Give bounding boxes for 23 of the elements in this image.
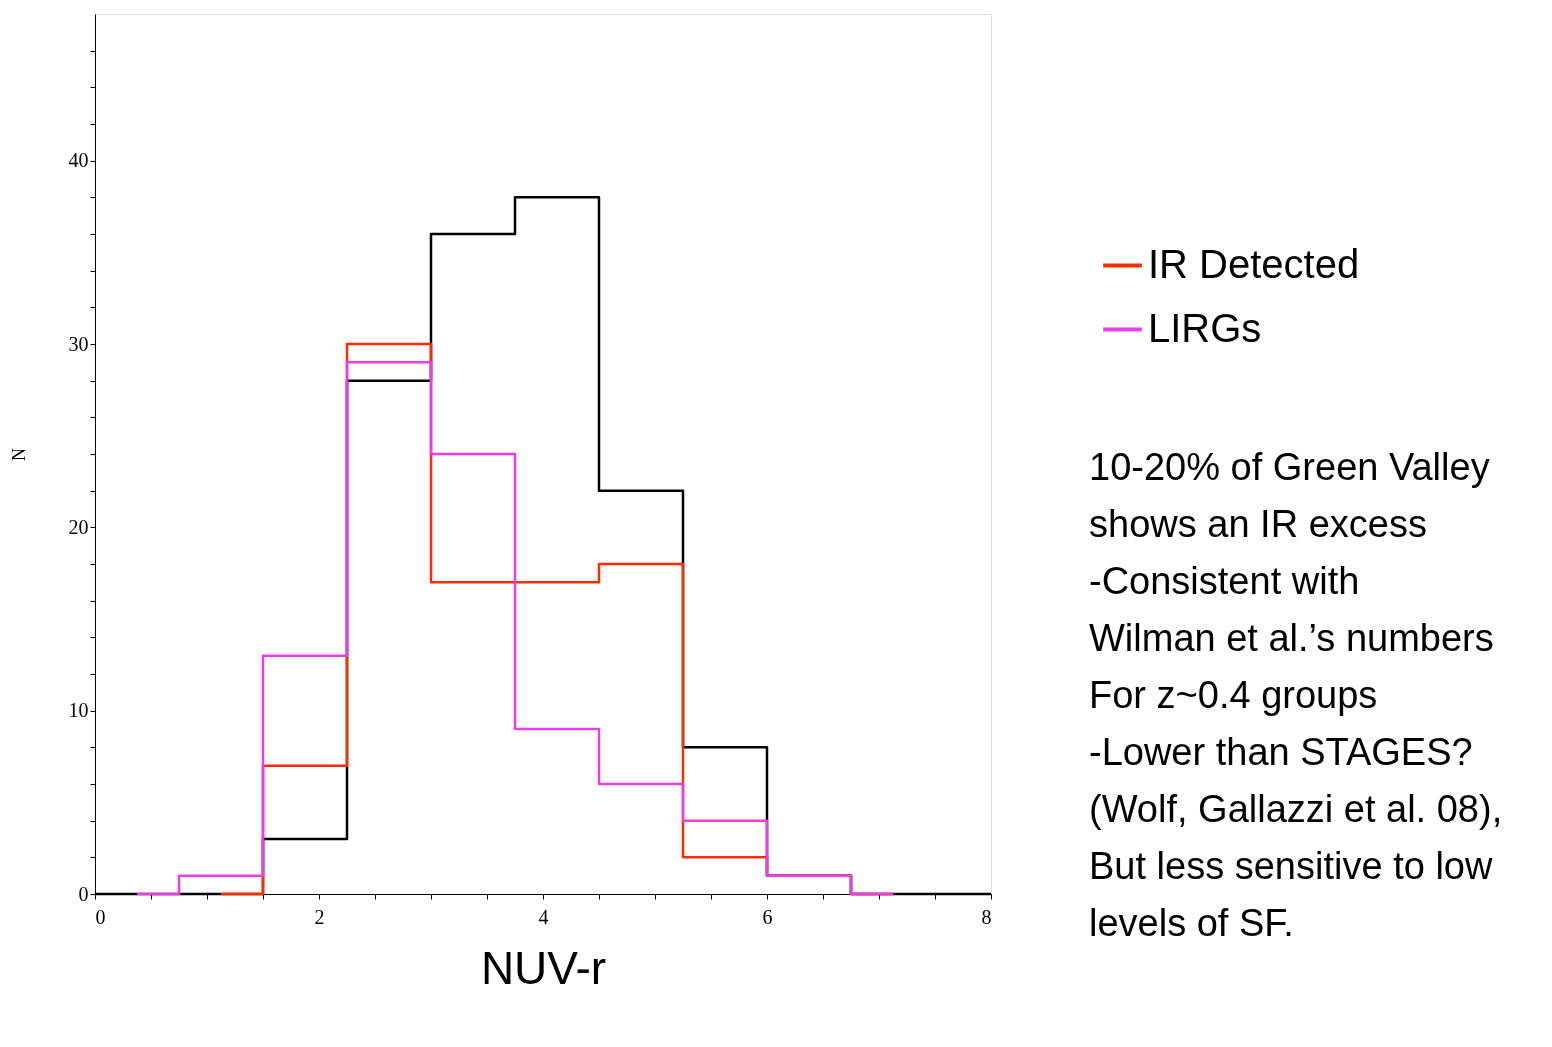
text: levels of SF. bbox=[1089, 902, 1294, 944]
text: Wilman et al.’s numbers bbox=[1089, 617, 1494, 659]
text: shows an IR excess bbox=[1089, 503, 1427, 545]
y-tick-label: 30 bbox=[68, 332, 89, 355]
legend-label: LIRGs bbox=[1148, 305, 1262, 350]
y-tick-label: 10 bbox=[68, 699, 89, 722]
text: But less sensitive to low bbox=[1089, 845, 1493, 887]
y-tick-label: 20 bbox=[68, 515, 89, 538]
x-tick-label: 4 bbox=[538, 905, 549, 928]
x-tick-label: 0 bbox=[95, 905, 106, 928]
text: -Lower than STAGES? bbox=[1089, 731, 1473, 773]
y-tick-label: 40 bbox=[68, 149, 89, 172]
y-tick-label: 0 bbox=[78, 882, 89, 905]
x-tick-label: 6 bbox=[762, 905, 773, 928]
x-axis-title: NUV-r bbox=[480, 941, 607, 994]
text: -Consistent with bbox=[1089, 560, 1360, 602]
x-tick-label: 8 bbox=[981, 905, 992, 928]
legend-label: IR Detected bbox=[1148, 241, 1360, 286]
text: (Wolf, Gallazzi et al. 08), bbox=[1089, 788, 1503, 830]
text: 10-20% of Green Valley bbox=[1089, 446, 1490, 488]
text: For z~0.4 groups bbox=[1089, 674, 1378, 716]
x-tick-label: 2 bbox=[314, 905, 325, 928]
y-axis-title: N bbox=[8, 448, 29, 461]
